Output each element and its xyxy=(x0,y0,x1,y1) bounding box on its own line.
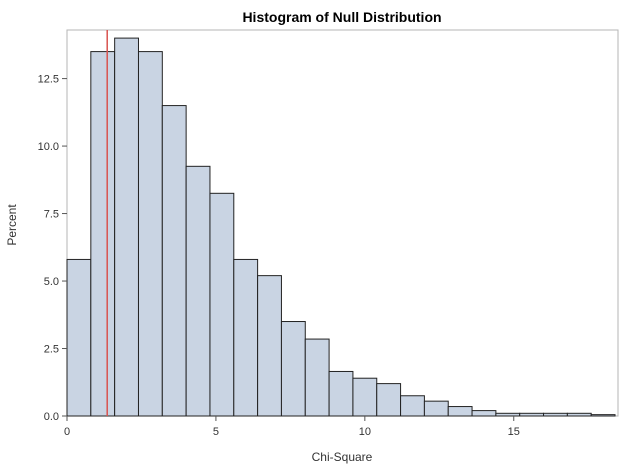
y-axis-ticks: 0.0 2.5 5.0 7.5 10.0 12.5 xyxy=(38,74,67,423)
histogram-bar xyxy=(495,412,521,417)
x-tick-label: 10 xyxy=(359,426,371,438)
y-tick-label: 7.5 xyxy=(44,209,59,221)
y-tick-label: 2.5 xyxy=(44,344,59,356)
x-axis-label: Chi-Square xyxy=(312,450,373,464)
y-tick-label: 0.0 xyxy=(44,411,59,423)
histogram-bar xyxy=(447,406,473,417)
x-tick-label: 15 xyxy=(508,426,520,438)
y-tick-label: 12.5 xyxy=(38,74,59,86)
histogram-bar xyxy=(137,51,163,417)
y-tick-label: 10.0 xyxy=(38,141,59,153)
x-tick-label: 5 xyxy=(213,426,219,438)
histogram-bar xyxy=(233,258,259,417)
histogram-bar xyxy=(209,192,235,417)
x-tick-label: 0 xyxy=(64,426,70,438)
histogram-bar xyxy=(161,105,187,417)
histogram-bar xyxy=(566,412,592,417)
histogram-bar xyxy=(304,338,330,417)
bars-group xyxy=(66,37,616,417)
histogram-bar xyxy=(90,51,116,417)
histogram-bar xyxy=(519,412,545,417)
histogram-bar xyxy=(328,370,354,417)
histogram-bar xyxy=(471,410,497,417)
histogram-bar xyxy=(423,400,449,417)
histogram-bar xyxy=(352,377,378,417)
histogram-bar xyxy=(590,414,616,417)
chart-title: Histogram of Null Distribution xyxy=(242,9,441,25)
histogram-bar xyxy=(543,412,568,417)
x-axis-ticks: 0 5 10 15 xyxy=(64,416,520,438)
histogram-bar xyxy=(114,37,139,417)
histogram-bar xyxy=(280,321,306,417)
histogram-bar xyxy=(376,383,402,417)
histogram-bar xyxy=(185,165,211,417)
histogram-bar xyxy=(257,275,282,417)
y-tick-label: 5.0 xyxy=(44,276,59,288)
y-axis-label: Percent xyxy=(5,204,19,246)
histogram-bar xyxy=(400,395,425,417)
histogram-bar xyxy=(66,258,92,417)
